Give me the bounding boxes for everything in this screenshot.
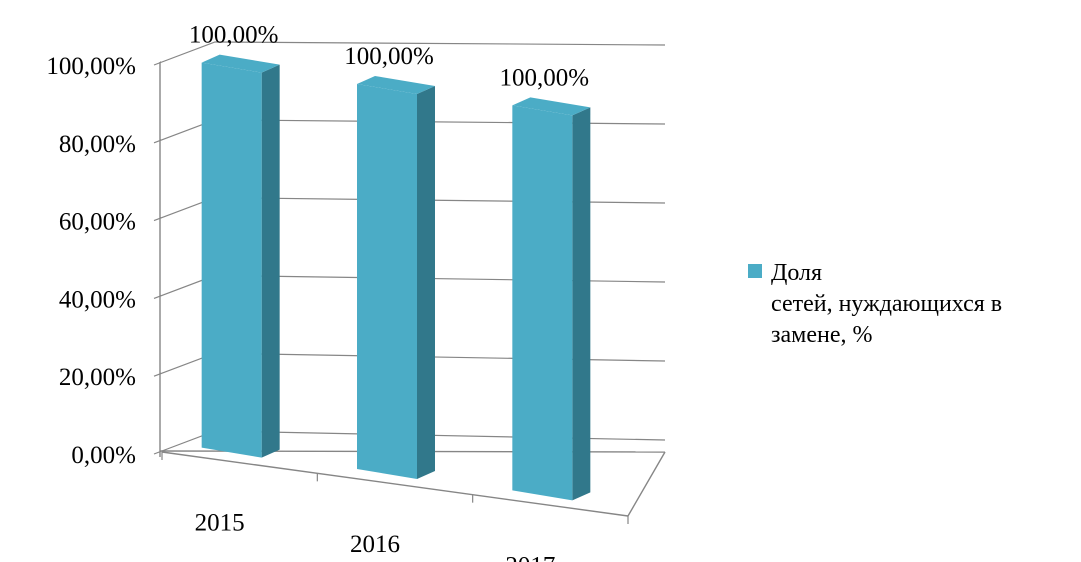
- bar-series: [201, 54, 591, 501]
- bar-top: [357, 76, 435, 94]
- legend-label: Доля сетей, нуждающихся в замене, %: [771, 260, 1003, 348]
- y-axis-tick-labels: 0,00% 20,00% 40,00% 60,00% 80,00% 100,00%: [46, 53, 136, 469]
- floor-front-edge: [161, 451, 629, 517]
- data-labels: 100,00% 100,00% 100,00%: [189, 22, 589, 92]
- bar-2016: [357, 76, 435, 479]
- bar-front: [512, 105, 573, 501]
- y-tick-label: 20,00%: [59, 364, 136, 391]
- x-axis-tick-labels: 2015 2016 2017: [195, 510, 556, 562]
- bar-front: [357, 84, 417, 479]
- x-tick-label: 2015: [195, 510, 245, 537]
- gridline: [153, 41, 666, 66]
- bar-2017: [512, 97, 591, 501]
- x-tick-label: 2017: [505, 552, 555, 562]
- floor-right-edge: [627, 451, 666, 517]
- y-tick-label: 80,00%: [59, 131, 136, 158]
- y-tick-label: 40,00%: [59, 286, 136, 313]
- data-label: 100,00%: [500, 64, 590, 91]
- bar-top: [201, 54, 280, 73]
- bar-side: [417, 86, 435, 479]
- y-tick-label: 60,00%: [59, 209, 136, 236]
- y-tick-label: 100,00%: [46, 53, 136, 80]
- data-label: 100,00%: [344, 43, 434, 70]
- bar-side: [572, 107, 591, 501]
- legend-swatch: [748, 264, 762, 278]
- bar-side: [261, 64, 280, 458]
- bar-2015: [201, 54, 280, 458]
- data-label: 100,00%: [189, 22, 279, 49]
- bar-top: [512, 97, 591, 116]
- bar-front: [201, 62, 262, 458]
- x-tick-label: 2016: [350, 531, 400, 558]
- y-tick-label: 0,00%: [71, 442, 136, 469]
